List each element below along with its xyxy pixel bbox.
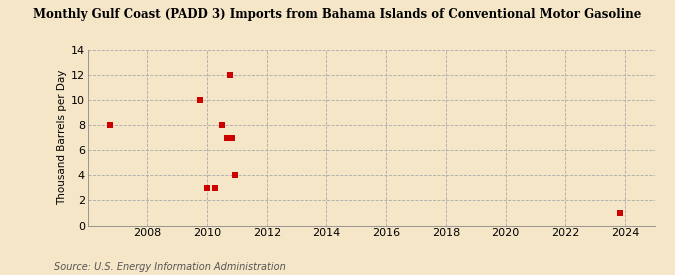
Y-axis label: Thousand Barrels per Day: Thousand Barrels per Day [57,70,67,205]
Text: Source: U.S. Energy Information Administration: Source: U.S. Energy Information Administ… [54,262,286,272]
Text: Monthly Gulf Coast (PADD 3) Imports from Bahama Islands of Conventional Motor Ga: Monthly Gulf Coast (PADD 3) Imports from… [33,8,642,21]
